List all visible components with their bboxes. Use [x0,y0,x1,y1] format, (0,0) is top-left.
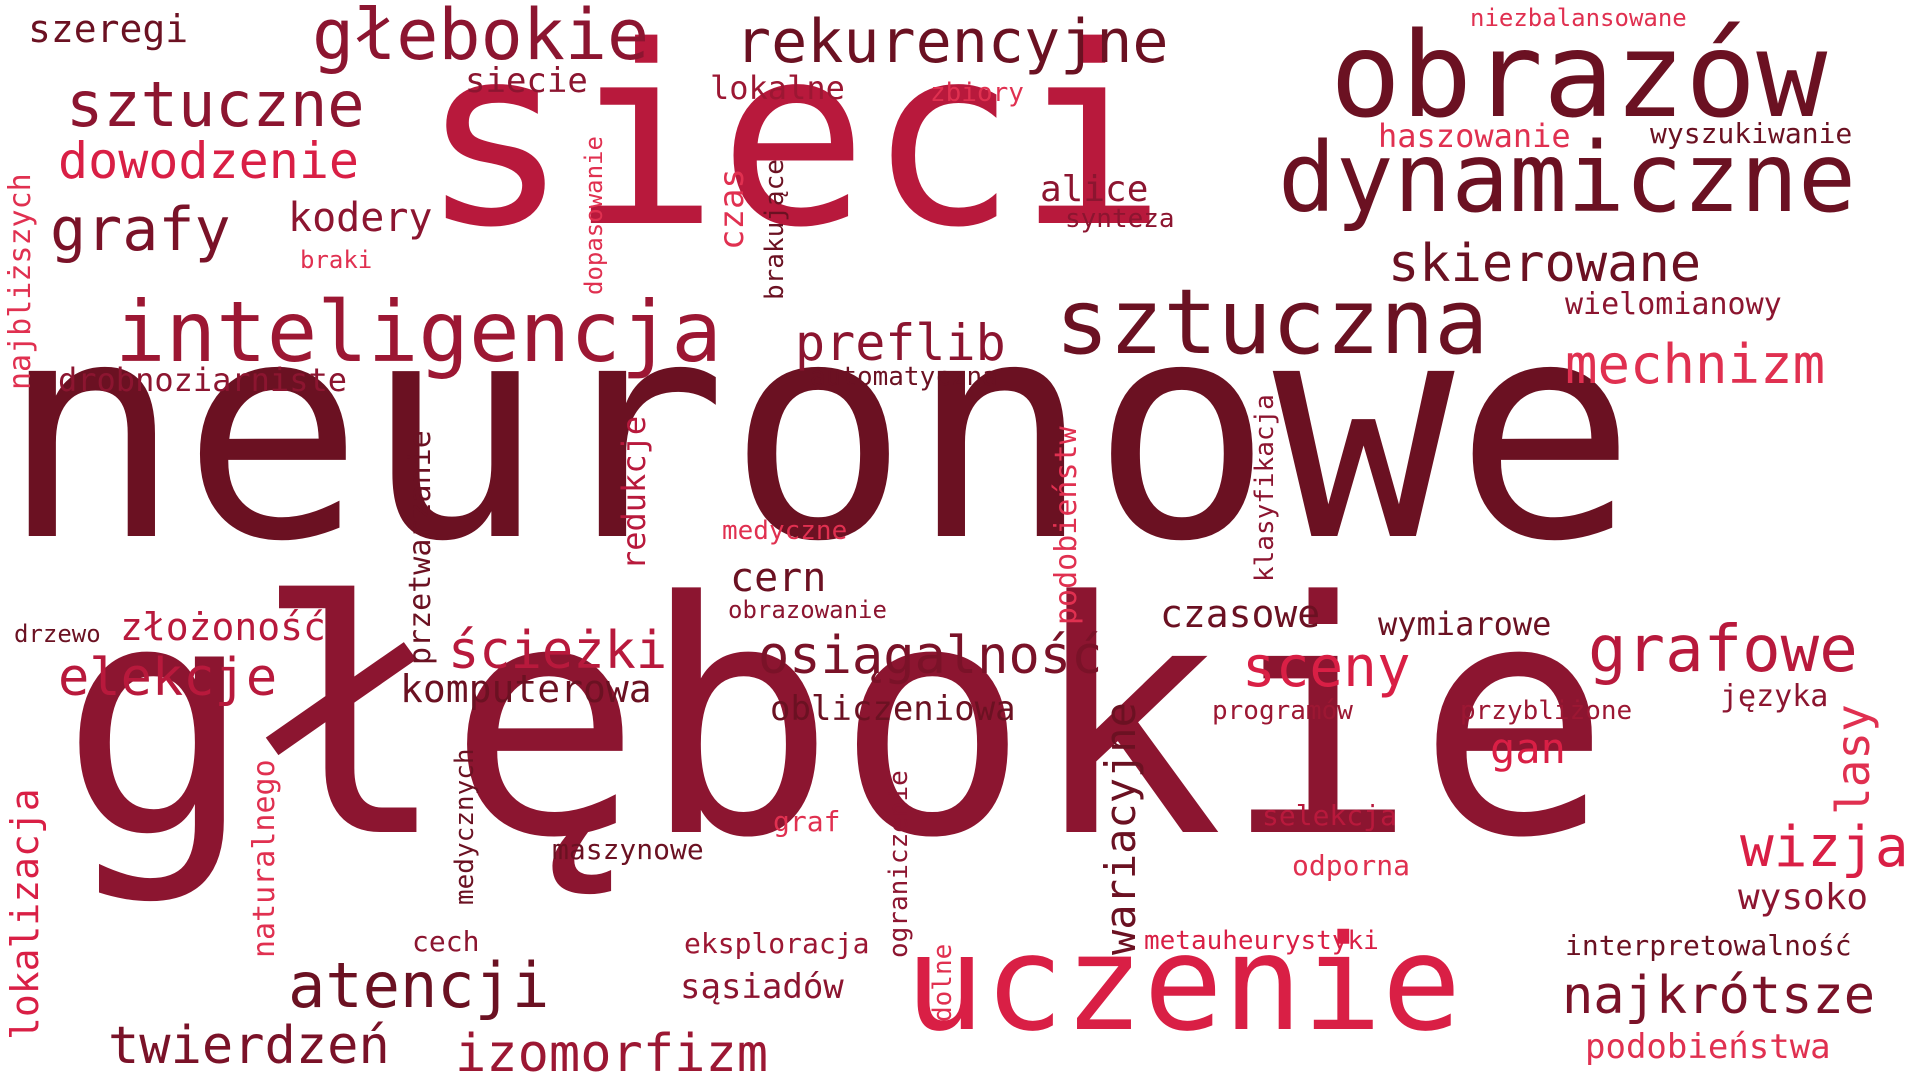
word-komputerowa: komputerowa [400,667,652,711]
word-metauheurystyki: metauheurystyki [1144,926,1379,956]
word-izomorfizm: izomorfizm [455,1024,769,1080]
word-redukcje: redukcje [615,415,653,570]
word-naturalnego: naturalnego [247,759,282,958]
word-sasiadow: sąsiadów [680,967,844,1007]
word-dynamiczne: dynamiczne [1278,122,1856,234]
word-lokalizacja: lokalizacja [3,788,47,1040]
word-alice: alice [1040,169,1149,210]
word-lasy: lasy [1826,704,1880,815]
word-inteligencja: inteligencja [115,283,722,381]
word-podobienstw: podobieństw [1049,426,1084,625]
word-podobienstwa: podobieństwa [1585,1027,1831,1067]
word-dopasowanie: dopasowanie [580,136,608,295]
word-sciezki: ścieżki [448,621,668,681]
word-cern: cern [730,555,827,601]
word-siecie: siecie [465,61,588,101]
word-graf: graf [773,805,841,838]
word-cech: cech [412,925,480,958]
word-preflib: preflib [795,314,1006,372]
word-wysoko: wysoko [1738,877,1869,918]
word-gan: gan [1490,724,1566,773]
word-programow: programów [1212,696,1353,726]
word-najkrotsze: najkrótsze [1562,966,1876,1026]
word-grafy: grafy [50,195,231,265]
word-mechnizm: mechnizm [1565,333,1826,396]
word-wymiarowe: wymiarowe [1378,605,1552,643]
word-rekurencyjne: rekurencyjne [735,7,1169,77]
word-najblizszych: najbliższych [3,173,38,390]
word-czasowe: czasowe [1160,592,1321,636]
word-automatyczna: automatyczna [810,362,998,392]
word-dolne: dolne [928,943,958,1022]
word-odporna: odporna [1292,849,1411,882]
word-sztuczne: sztuczne [66,68,365,141]
word-czas: czas [712,168,752,250]
word-wizja: wizja [1740,815,1909,880]
word-twierdzen: twierdzeń [108,1016,390,1076]
word-interpretowalnosc: interpretowalność [1565,929,1852,962]
word-uczenie: uczenie [905,907,1462,1061]
word-atencji: atencji [288,949,550,1022]
word-wielomianowy: wielomianowy [1565,287,1782,322]
word-przetwarzanie: przetwarzanie [403,430,438,665]
word-zlozonosc: złożoność [120,605,326,649]
word-medyczne: medyczne [722,516,848,546]
word-wariacyjne: wariacyjne [1096,702,1145,955]
word-zbiory: zbiory [930,78,1024,108]
word-glebokie-big: głębokie [60,533,1611,908]
word-maszynowe: maszynowe [552,833,704,866]
word-eksploracja: eksploracja [684,927,870,960]
word-przyblizone: przybliżone [1460,696,1633,726]
word-haszowanie: haszowanie [1378,117,1571,155]
word-szeregi: szeregi [28,7,189,51]
word-wyszukiwanie: wyszukiwanie [1650,117,1853,150]
word-kodery: kodery [288,195,433,241]
word-drzewo: drzewo [14,620,101,648]
word-sztuczna: sztuczna [1055,270,1489,375]
word-obliczeniowa: obliczeniowa [770,689,1016,729]
word-drobnoziarniste: drobnoziarniste [58,361,347,399]
word-ograniczenie: ograniczenie [884,770,914,958]
word-dowodzenie: dowodzenie [58,132,360,190]
word-osiagalnosc: osiągalność [758,626,1103,686]
word-sieci: sieci [420,0,1167,282]
word-grafowe: grafowe [1588,613,1858,687]
word-glebokie-small: głebokie [312,0,650,76]
word-obrazowanie: obrazowanie [728,596,887,624]
word-brakujace: brakujące [760,159,790,300]
word-selekcja: selekcja [1262,799,1397,832]
word-elekcje: elekcje [58,648,278,708]
word-lokalne: lokalne [710,69,845,107]
word-skierowane: skierowane [1388,234,1702,294]
word-braki: braki [300,246,373,274]
word-jezyka: języka [1720,679,1829,714]
word-synteza: synteza [1065,204,1175,234]
word-medycznych: medycznych [450,748,480,905]
word-niezbalansowane: niezbalansowane [1470,4,1687,32]
word-neuronowe: neuronowe [0,257,1637,608]
word-klasyfikacja: klasyfikacja [1250,394,1280,582]
word-sceny: sceny [1242,635,1411,700]
word-obrazow: obrazów [1330,6,1828,144]
